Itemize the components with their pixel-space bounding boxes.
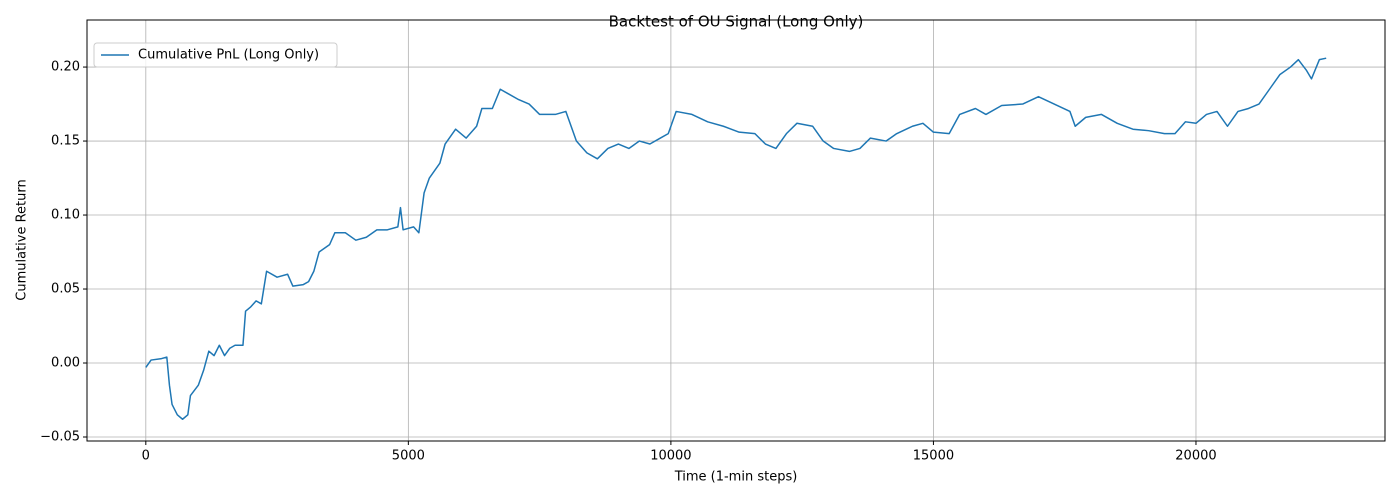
data-line xyxy=(145,57,1327,420)
x-tick-label: 5000 xyxy=(392,449,425,464)
chart-title: Backtest of OU Signal (Long Only) xyxy=(609,13,864,31)
y-tick-label: −0.05 xyxy=(40,430,80,445)
y-axis-label: Cumulative Return xyxy=(15,179,30,300)
x-tick-label: 10000 xyxy=(650,449,691,464)
y-tick-label: 0.00 xyxy=(51,356,80,371)
x-tick-label: 20000 xyxy=(1175,449,1216,464)
x-axis-label: Time (1-min steps) xyxy=(674,470,798,485)
y-tick-label: 0.10 xyxy=(51,208,80,223)
legend-box xyxy=(93,42,338,68)
y-tick-label: 0.15 xyxy=(51,134,80,149)
y-tick-label: 0.20 xyxy=(51,60,80,75)
plot-frame xyxy=(86,19,1386,442)
x-tick-label: 15000 xyxy=(913,449,954,464)
y-tick-label: 0.05 xyxy=(51,282,80,297)
x-tick-label: 0 xyxy=(142,449,150,464)
legend-label: Cumulative PnL (Long Only) xyxy=(138,48,319,63)
